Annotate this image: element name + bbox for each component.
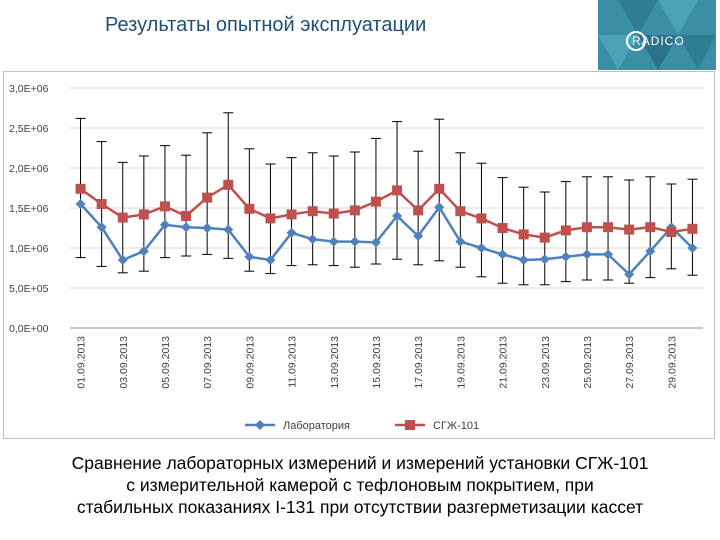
line-chart: 0,0E+00 5,0E+05 1,0E+06 1,5E+06 2,0E+06 2,5E+… — [9, 83, 703, 432]
caption-line-2: с измерительной камерой с тефлоновым пок… — [126, 475, 594, 495]
data-point — [244, 251, 255, 262]
data-point — [687, 223, 698, 234]
data-point — [497, 223, 508, 233]
y-tick-label: 1,5E+06 — [9, 203, 49, 215]
data-point — [645, 222, 656, 233]
data-point — [265, 255, 276, 265]
slide-title: Результаты опытной эксплуатации — [105, 14, 427, 36]
data-point — [181, 211, 192, 221]
data-point — [181, 222, 192, 233]
data-point — [392, 185, 403, 196]
data-point — [370, 237, 381, 248]
data-point — [96, 222, 107, 233]
data-point — [539, 254, 550, 265]
data-point — [476, 213, 487, 224]
x-tick-label: 27.09.2013 — [624, 336, 636, 389]
y-tick-label: 0,0E+00 — [9, 323, 49, 335]
data-point — [518, 229, 529, 240]
x-tick-label: 09.09.2013 — [244, 336, 256, 389]
x-tick-label: 03.09.2013 — [118, 336, 130, 389]
data-point — [497, 249, 508, 260]
y-tick-label: 1,0E+06 — [9, 243, 49, 255]
data-point — [434, 202, 445, 213]
data-point — [455, 236, 466, 247]
data-point — [138, 246, 149, 257]
data-point — [159, 201, 170, 212]
radico-logo — [598, 0, 716, 70]
data-point — [286, 227, 297, 238]
data-point — [117, 212, 128, 223]
data-point — [349, 205, 360, 216]
data-point — [265, 213, 276, 224]
data-point — [476, 243, 487, 253]
data-point — [223, 224, 234, 235]
data-point — [603, 222, 614, 233]
data-point — [666, 227, 677, 237]
x-tick-label: 07.09.2013 — [202, 336, 214, 389]
x-tick-label: 23.09.2013 — [540, 336, 552, 389]
caption-line-3: стабильных показаниях I-131 при отсутств… — [76, 497, 644, 517]
data-point — [539, 232, 550, 243]
data-point — [138, 209, 149, 220]
logo-text: RADICO — [632, 34, 685, 48]
x-tick-label: 05.09.2013 — [160, 336, 172, 389]
data-point — [159, 219, 170, 230]
data-point — [75, 199, 86, 209]
data-point — [455, 206, 466, 217]
data-point — [624, 269, 635, 280]
data-point — [202, 223, 213, 233]
data-point — [328, 236, 339, 247]
x-tick-label: 25.09.2013 — [582, 336, 594, 389]
data-point — [370, 196, 381, 207]
y-tick-label: 2,5E+06 — [9, 123, 49, 135]
data-point — [624, 224, 635, 235]
data-point — [560, 225, 571, 236]
x-tick-label: 01.09.2013 — [76, 336, 88, 389]
data-point — [581, 222, 592, 233]
x-tick-label: 17.09.2013 — [413, 336, 425, 389]
x-tick-label: 21.09.2013 — [498, 336, 510, 389]
legend-label: Лаборатория — [283, 420, 350, 432]
data-point — [603, 249, 614, 260]
legend-marker — [405, 420, 415, 430]
series-line — [79, 203, 694, 277]
data-point — [223, 179, 234, 190]
x-tick-label: 11.09.2013 — [287, 336, 299, 388]
chart-frame — [3, 71, 715, 439]
x-tick-label: 15.09.2013 — [371, 336, 383, 389]
x-tick-label: 19.09.2013 — [455, 336, 467, 389]
y-tick-label: 5,0E+05 — [9, 283, 49, 295]
data-point — [413, 205, 424, 216]
data-point — [349, 236, 360, 247]
chart-caption: Сравнение лабораторных измерений и измер… — [0, 452, 720, 518]
legend-marker — [255, 420, 265, 430]
y-tick-label: 3,0E+06 — [9, 83, 49, 95]
data-point — [518, 255, 529, 265]
data-point — [96, 199, 107, 209]
data-point — [202, 192, 213, 203]
x-tick-label: 29.09.2013 — [666, 336, 678, 389]
y-tick-label: 2,0E+06 — [9, 163, 49, 175]
data-point — [328, 208, 339, 219]
data-point — [392, 211, 403, 221]
data-point — [413, 231, 424, 241]
data-point — [244, 203, 255, 214]
x-tick-label: 13.09.2013 — [329, 336, 341, 389]
data-point — [307, 206, 318, 217]
data-point — [581, 249, 592, 260]
data-point — [286, 209, 297, 220]
caption-line-1: Сравнение лабораторных измерений и измер… — [71, 453, 649, 473]
data-point — [307, 234, 318, 245]
data-point — [687, 243, 698, 253]
data-point — [434, 183, 445, 194]
legend-label: СГЖ-101 — [433, 420, 479, 432]
data-point — [117, 255, 128, 265]
data-point — [645, 246, 656, 257]
data-point — [75, 183, 86, 194]
data-point — [560, 251, 571, 262]
